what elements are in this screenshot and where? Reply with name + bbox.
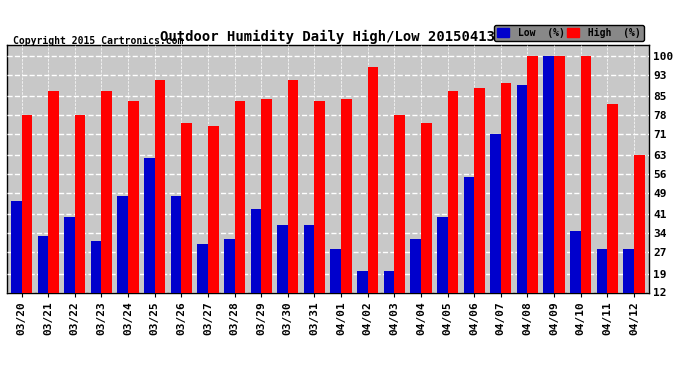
Bar xyxy=(437,217,448,325)
Bar xyxy=(250,209,262,325)
Bar xyxy=(224,239,235,325)
Bar xyxy=(570,231,581,325)
Bar xyxy=(11,201,21,325)
Bar xyxy=(144,158,155,325)
Bar xyxy=(394,115,405,325)
Bar xyxy=(304,225,315,325)
Bar xyxy=(75,115,86,325)
Bar xyxy=(48,91,59,325)
Bar xyxy=(341,99,352,325)
Bar xyxy=(288,80,299,325)
Bar xyxy=(411,239,421,325)
Bar xyxy=(544,56,554,325)
Bar xyxy=(64,217,75,325)
Bar xyxy=(235,102,245,325)
Text: Copyright 2015 Cartronics.com: Copyright 2015 Cartronics.com xyxy=(13,36,184,46)
Bar xyxy=(197,244,208,325)
Bar xyxy=(474,88,485,325)
Bar xyxy=(331,249,341,325)
Legend:  Low  (%),  High  (%): Low (%), High (%) xyxy=(494,25,644,41)
Bar xyxy=(155,80,166,325)
Title: Outdoor Humidity Daily High/Low 20150413: Outdoor Humidity Daily High/Low 20150413 xyxy=(160,30,495,44)
Bar xyxy=(128,102,139,325)
Bar xyxy=(581,56,591,325)
Bar xyxy=(384,271,394,325)
Bar xyxy=(181,123,192,325)
Bar xyxy=(607,104,618,325)
Bar xyxy=(37,236,48,325)
Bar xyxy=(554,56,564,325)
Bar xyxy=(315,102,325,325)
Bar xyxy=(277,225,288,325)
Bar xyxy=(501,82,511,325)
Bar xyxy=(517,86,527,325)
Bar xyxy=(170,196,181,325)
Bar xyxy=(464,177,474,325)
Bar xyxy=(208,126,219,325)
Bar xyxy=(527,56,538,325)
Bar xyxy=(490,134,501,325)
Bar xyxy=(117,196,128,325)
Bar xyxy=(368,66,378,325)
Bar xyxy=(448,91,458,325)
Bar xyxy=(597,249,607,325)
Bar xyxy=(634,155,644,325)
Bar xyxy=(91,242,101,325)
Bar xyxy=(357,271,368,325)
Bar xyxy=(101,91,112,325)
Bar xyxy=(21,115,32,325)
Bar xyxy=(623,249,634,325)
Bar xyxy=(421,123,431,325)
Bar xyxy=(262,99,272,325)
